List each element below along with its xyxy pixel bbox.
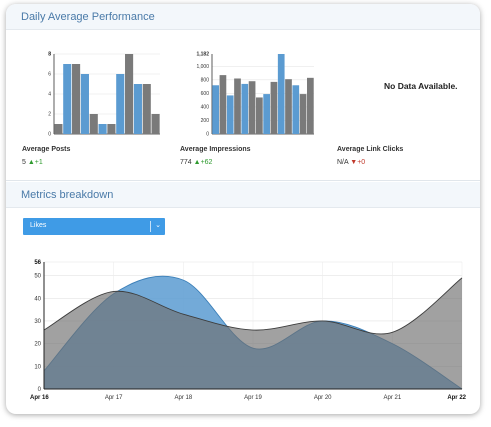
bar [98, 124, 107, 134]
triangle-up-icon: ▲ [193, 159, 201, 166]
bar [72, 64, 81, 134]
bar [142, 84, 151, 134]
bar [248, 81, 256, 134]
x-tick-label: Apr 16 [30, 395, 49, 401]
metrics-breakdown-title: Metrics breakdown [21, 189, 114, 201]
bar [89, 114, 98, 134]
series-line [43, 277, 463, 335]
x-tick-label: Apr 18 [174, 395, 192, 401]
y-tick-label: 1,000 [196, 64, 209, 70]
bar [63, 64, 72, 134]
bar [133, 84, 142, 134]
y-tick-label: 200 [201, 118, 210, 124]
daily-performance-header: Daily Average Performance [6, 4, 480, 30]
bar [270, 81, 278, 134]
metric-select-dropdown[interactable]: Likes ⌄ [23, 218, 165, 235]
metric-delta: +62 [200, 159, 213, 166]
impressions-bar-chart: 0 200 400 600 800 1,000 1,182 [182, 46, 318, 140]
y-tick-label: 0 [38, 387, 42, 393]
bar [226, 95, 234, 134]
y-tick-label: 4 [48, 92, 51, 98]
y-tick-label: 40 [34, 296, 41, 302]
no-data-message: No Data Available. [384, 81, 458, 91]
bar [241, 83, 249, 134]
area-fill [44, 277, 462, 389]
bar [80, 74, 89, 134]
y-tick-label: 30 [34, 319, 41, 325]
bar [212, 85, 219, 134]
metric-value-posts: 5 ▲+1 [22, 159, 43, 166]
x-tick-label: Apr 19 [244, 395, 262, 401]
metric-label-link-clicks: Average Link Clicks [337, 146, 404, 153]
y-tick-label: 2 [48, 112, 51, 118]
x-tick-label: Apr 17 [105, 395, 123, 401]
metrics-area-chart: 0 10 20 30 40 50 56 Apr 16 Apr 17 Apr 18 Apr 19 Apr… [20, 252, 470, 409]
bar [277, 54, 285, 134]
x-tick-label: Apr 22 [447, 395, 466, 401]
metric-label-posts: Average Posts [22, 146, 71, 153]
metric-delta: +0 [357, 159, 366, 166]
bar [234, 78, 241, 134]
triangle-down-icon: ▼ [350, 159, 358, 166]
bar [285, 79, 292, 134]
y-tick-label: 10 [34, 364, 41, 370]
y-max-label: 1,182 [196, 52, 209, 58]
metric-number: N/A [337, 159, 349, 166]
bar [299, 94, 307, 134]
bar [263, 94, 270, 134]
y-tick-label: 6 [48, 72, 51, 78]
y-tick-label: 0 [206, 132, 209, 138]
section-divider [6, 180, 480, 181]
y-tick-label: 800 [201, 78, 210, 84]
y-tick-label: 20 [34, 342, 41, 348]
bar [307, 77, 314, 134]
metric-select-value: Likes [30, 222, 47, 229]
metric-value-impressions: 774 ▲+62 [180, 159, 212, 166]
y-max-label: 8 [48, 52, 51, 58]
y-tick-label: 400 [201, 105, 210, 111]
bar [151, 114, 160, 134]
bar [219, 75, 227, 134]
bar [54, 124, 63, 134]
bar [116, 74, 125, 134]
y-tick-label: 8 [48, 52, 51, 58]
y-tick-label: 0 [48, 132, 51, 138]
metric-delta: +1 [34, 159, 43, 166]
daily-performance-title: Daily Average Performance [21, 11, 155, 23]
y-tick-label: 50 [34, 274, 41, 280]
x-tick-label: Apr 20 [314, 395, 332, 401]
bar [125, 54, 134, 134]
metric-number: 774 [180, 159, 192, 166]
y-tick-label: 600 [201, 91, 210, 97]
bar [107, 124, 116, 134]
bar [256, 97, 263, 134]
bar [292, 85, 300, 134]
y-tick-label: 56 [34, 260, 41, 266]
metric-value-link-clicks: N/A ▼+0 [337, 159, 365, 166]
chevron-down-icon[interactable]: ⌄ [155, 222, 161, 229]
x-tick-label: Apr 21 [383, 395, 401, 401]
select-divider [150, 221, 151, 232]
metrics-breakdown-header: Metrics breakdown [6, 182, 480, 208]
metric-label-impressions: Average Impressions [180, 146, 251, 153]
metric-number: 5 [22, 159, 26, 166]
triangle-up-icon: ▲ [27, 159, 35, 166]
